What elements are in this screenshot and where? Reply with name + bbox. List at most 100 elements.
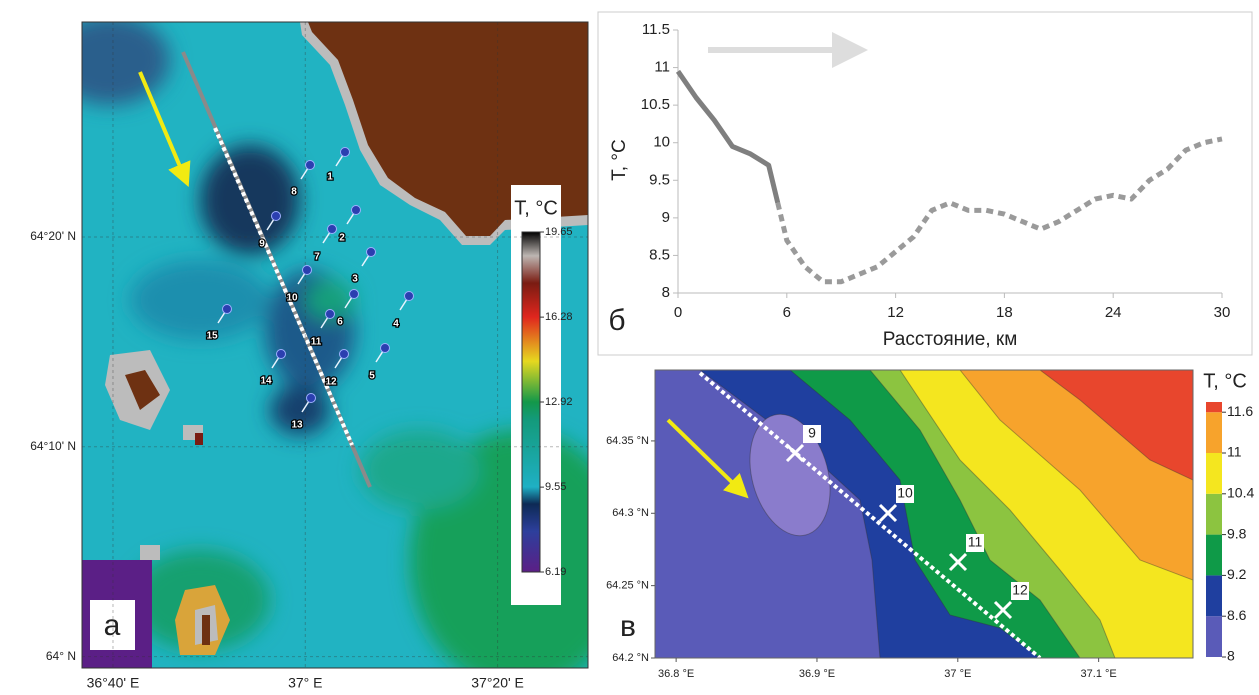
colorbar-tick-label: 9.55 [545, 481, 566, 493]
station-label: 11 [311, 337, 322, 348]
y-tick-label: 64.2 °N [612, 652, 649, 664]
station-label-box [1011, 582, 1029, 600]
x-tick-label: 18 [996, 304, 1013, 321]
station-label: 1 [327, 172, 333, 183]
x-tick-label: 37.1 °E [1081, 668, 1117, 680]
station-marker [366, 247, 376, 257]
x-tick-label: 37°20' E [471, 675, 524, 691]
x-axis-title: Расстояние, км [883, 329, 1018, 350]
station-label: 3 [352, 274, 358, 285]
line-series [675, 69, 781, 204]
station-marker [785, 443, 805, 463]
station-label: 6 [337, 317, 343, 328]
y-tick-label: 10 [653, 134, 670, 151]
chart-frame [597, 11, 1253, 356]
y-tick-label: 9.5 [649, 171, 670, 188]
station-label: 13 [291, 420, 303, 431]
station-marker [339, 349, 349, 359]
colorbar-band [1206, 575, 1222, 617]
station-marker [349, 289, 359, 299]
station-label: 4 [393, 319, 399, 330]
station-marker [878, 503, 898, 523]
station-marker [351, 205, 361, 215]
station-label: 12 [1012, 582, 1028, 598]
x-tick-label: 36°40' E [87, 675, 140, 691]
y-tick-label: 8.5 [649, 246, 670, 263]
colorbar-title: T, °C [1203, 370, 1247, 392]
y-tick-label: 10.5 [641, 96, 670, 113]
station-label-box [966, 534, 984, 552]
colorbar-tick-label: 19.65 [545, 226, 573, 238]
station-marker [380, 343, 390, 353]
panel-label: а [104, 609, 121, 642]
colorbar-band [1206, 493, 1222, 535]
x-tick-label: 36.8 °E [658, 668, 694, 680]
direction-arrow [666, 418, 749, 499]
y-tick-label: 64° N [46, 649, 76, 663]
station-marker [271, 211, 281, 221]
station-marker [327, 224, 337, 234]
station-label-box [896, 485, 914, 503]
colorbar [521, 231, 541, 573]
x-tick-label: 0 [674, 304, 682, 321]
y-tick-label: 11 [654, 59, 670, 76]
colorbar-tick-label: 12.92 [545, 396, 573, 408]
station-marker [993, 600, 1013, 620]
colorbar-tick-label: 8 [1227, 648, 1235, 664]
station-label: 10 [897, 485, 913, 501]
panel-label: б [608, 304, 625, 337]
y-axis-title: T, °C [609, 139, 630, 180]
colorbar-band [1206, 534, 1222, 576]
station-label: 12 [325, 377, 337, 388]
station-label-box [803, 425, 821, 443]
x-tick-label: 6 [783, 304, 791, 321]
station-label: 15 [206, 331, 218, 342]
transect [698, 371, 1042, 658]
colorbar-tick-label: 9.8 [1227, 525, 1247, 541]
x-tick-label: 30 [1214, 304, 1231, 321]
colorbar-tick-label: 11.6 [1227, 403, 1253, 419]
station-marker [325, 309, 335, 319]
x-tick-label: 24 [1105, 304, 1122, 321]
y-tick-label: 9 [662, 209, 670, 226]
sst-map [82, 22, 588, 668]
panel-label-box [90, 600, 135, 650]
contour-map [655, 370, 1193, 658]
station-marker [306, 393, 316, 403]
y-tick-label: 64.35 °N [606, 435, 649, 447]
station-label: 8 [291, 187, 297, 198]
map-frame [81, 21, 589, 669]
contour-band [749, 413, 831, 537]
station-marker [340, 147, 350, 157]
x-tick-label: 12 [887, 304, 904, 321]
map-frame [654, 369, 1194, 659]
colorbar-tick-label: 8.6 [1227, 607, 1247, 623]
colorbar-band [1206, 412, 1222, 453]
station-label: 2 [339, 233, 345, 244]
station-label: 7 [314, 252, 320, 263]
colorbar-tick-label: 11 [1227, 444, 1242, 460]
station-label: 9 [808, 425, 816, 441]
colorbar-tick-label: 16.28 [545, 311, 573, 323]
station-label: 14 [260, 376, 272, 387]
colorbar-tick-label: 6.19 [545, 566, 566, 578]
colorbar-title: T, °C [514, 197, 558, 219]
colorbar-tick-label: 9.2 [1227, 566, 1247, 582]
y-tick-label: 8 [662, 284, 670, 301]
station-marker [276, 349, 286, 359]
y-tick-label: 64.25 °N [606, 580, 649, 592]
panel-label: в [620, 610, 636, 643]
station-marker [302, 265, 312, 275]
colorbar-band [1206, 453, 1222, 494]
station-marker [948, 552, 968, 572]
contour-band [1039, 370, 1193, 658]
station-marker [404, 291, 414, 301]
colorbar-tick-label: 10.4 [1227, 485, 1254, 501]
x-tick-label: 36.9 °E [799, 668, 835, 680]
station-marker [222, 304, 232, 314]
station-label: 5 [369, 371, 375, 382]
y-tick-label: 64°10' N [30, 439, 76, 453]
x-tick-label: 37 °E [944, 668, 971, 680]
station-label: 9 [259, 239, 265, 250]
